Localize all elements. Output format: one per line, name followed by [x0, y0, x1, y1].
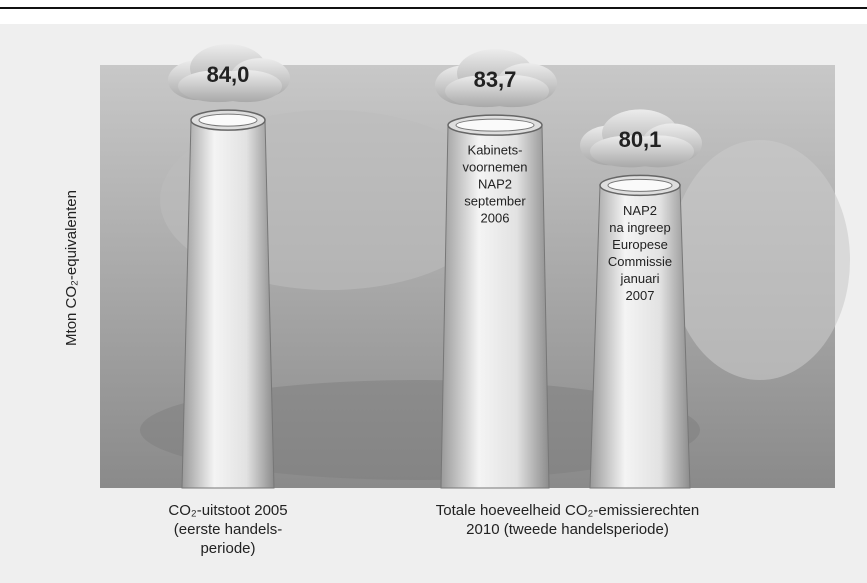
bar-label: NAP2 — [478, 177, 512, 192]
value-label: 83,7 — [474, 67, 517, 92]
bar-label: 2007 — [626, 288, 655, 303]
cloud — [477, 75, 549, 108]
bar-label: september — [464, 194, 526, 209]
bar-label: na ingreep — [609, 220, 670, 235]
smoke — [670, 140, 850, 380]
bar-label: Commissie — [608, 254, 672, 269]
value-label: 84,0 — [207, 62, 250, 87]
x-label: periode) — [200, 540, 255, 557]
bar-label: Europese — [612, 237, 668, 252]
x-label: Totale hoeveelheid CO₂-emissierechten — [436, 502, 699, 519]
y-axis-label: Mton CO₂-equivalenten — [63, 190, 80, 346]
value-label: 80,1 — [619, 127, 662, 152]
x-label: (eerste handels- — [174, 521, 282, 538]
chimney-opening — [607, 178, 673, 192]
bar-label: NAP2 — [623, 203, 657, 218]
chimney-opening — [198, 113, 258, 127]
bar-label: Kabinets- — [468, 143, 523, 158]
chimney-opening — [455, 118, 535, 132]
haze — [140, 380, 700, 480]
cloud — [622, 135, 694, 168]
bar-label: januari — [619, 271, 659, 286]
cloud — [210, 70, 282, 103]
bar-label: voornemen — [462, 160, 527, 175]
chimney — [181, 119, 275, 489]
x-label: CO₂-uitstoot 2005 — [168, 502, 287, 519]
x-label: 2010 (tweede handelsperiode) — [466, 521, 669, 538]
bar-label: 2006 — [481, 211, 510, 226]
